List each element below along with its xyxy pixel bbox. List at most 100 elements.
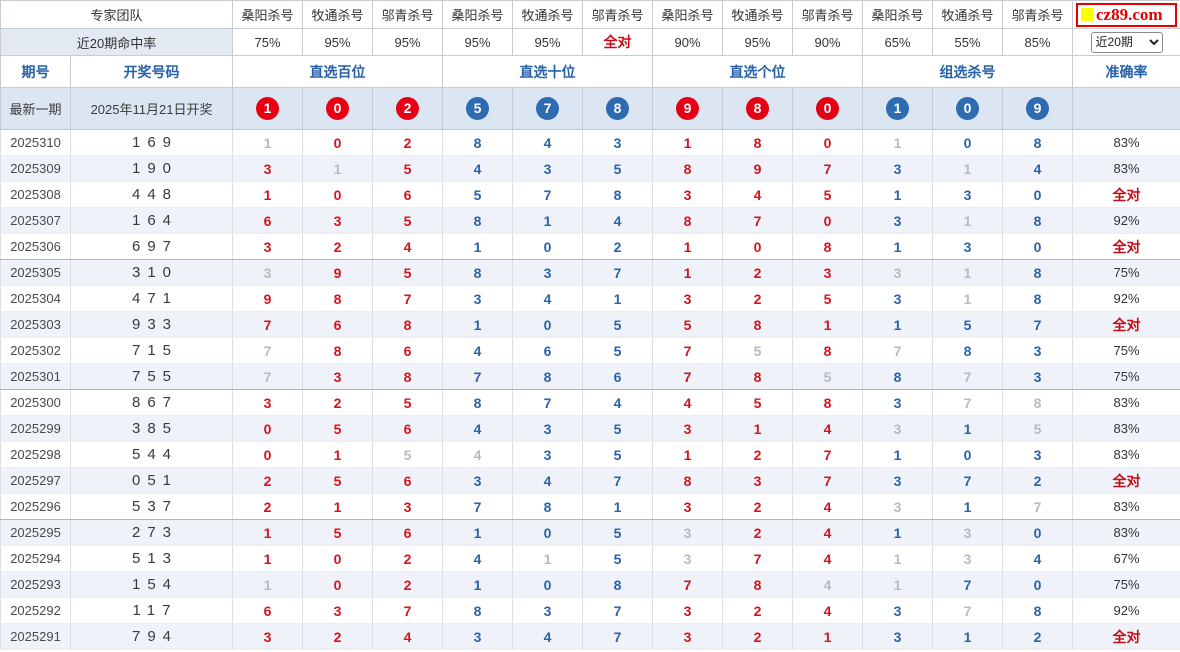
- kill-number: 5: [582, 155, 654, 182]
- kill-number: 6: [302, 311, 374, 338]
- range-select[interactable]: 近20期: [1090, 31, 1163, 53]
- kill-number: 0: [1002, 181, 1074, 208]
- period-cell: 2025309: [0, 155, 71, 182]
- kill-number: 4: [512, 623, 584, 650]
- kill-number: 3: [792, 259, 864, 286]
- kill-number: 8: [652, 207, 724, 234]
- latest-ball: 0: [816, 97, 840, 120]
- kill-number: 1: [862, 545, 934, 572]
- kill-number: 4: [442, 415, 514, 442]
- kill-number: 3: [862, 285, 934, 312]
- kill-number: 8: [442, 129, 514, 156]
- period-cell: 2025310: [0, 129, 71, 156]
- kill-number: 8: [302, 337, 374, 364]
- kill-number: 5: [442, 181, 514, 208]
- expert-column-header: 牧通杀号: [302, 0, 374, 29]
- kill-number: 5: [932, 311, 1004, 338]
- kill-number: 3: [442, 285, 514, 312]
- kill-number: 0: [792, 207, 864, 234]
- kill-number: 5: [582, 337, 654, 364]
- period-cell: 2025308: [0, 181, 71, 208]
- accuracy-cell: 全对: [1072, 311, 1180, 338]
- accuracy-cell: 92%: [1072, 285, 1180, 312]
- kill-number: 1: [302, 493, 374, 520]
- period-cell: 2025307: [0, 207, 71, 234]
- latest-ball: 0: [956, 97, 980, 120]
- kill-number: 3: [652, 181, 724, 208]
- kill-number: 1: [652, 441, 724, 468]
- kill-number: 2: [302, 389, 374, 416]
- draw-numbers: 933: [69, 311, 234, 338]
- kill-number: 8: [722, 129, 794, 156]
- kill-number: 8: [652, 155, 724, 182]
- kill-number: 3: [932, 545, 1004, 572]
- latest-ball-cell: 2: [372, 87, 444, 130]
- kill-number: 5: [582, 545, 654, 572]
- kill-number: 1: [862, 311, 934, 338]
- kill-number: 6: [372, 467, 444, 494]
- group-header-tens: 直选十位: [442, 55, 654, 88]
- site-logo[interactable]: cz89.com: [1072, 0, 1180, 29]
- kill-number: 2: [302, 233, 374, 260]
- kill-number: 8: [932, 337, 1004, 364]
- kill-number: 3: [862, 207, 934, 234]
- kill-number: 5: [652, 311, 724, 338]
- period-cell: 2025296: [0, 493, 71, 520]
- latest-ball: 5: [466, 97, 490, 120]
- table-row: 2025295 273 1 5 6 1 0 5 3 2 4 1 3 0 83%: [0, 519, 1180, 546]
- latest-ball: 9: [1026, 97, 1050, 120]
- accuracy-cell: 83%: [1072, 519, 1180, 546]
- table-row: 2025304 471 9 8 7 3 4 1 3 2 5 3 1 8 92%: [0, 285, 1180, 312]
- draw-numbers: 051: [69, 467, 234, 494]
- kill-number: 2: [722, 597, 794, 624]
- kill-number: 7: [932, 597, 1004, 624]
- expert-column-header: 邬青杀号: [792, 0, 864, 29]
- expert-column-header: 牧通杀号: [932, 0, 1004, 29]
- latest-ball: 7: [536, 97, 560, 120]
- kill-number: 4: [442, 441, 514, 468]
- kill-number: 7: [582, 597, 654, 624]
- kill-number: 7: [792, 155, 864, 182]
- latest-draw-date: 2025年11月21日开奖: [69, 87, 234, 130]
- draw-numbers: 117: [69, 597, 234, 624]
- kill-number: 2: [722, 441, 794, 468]
- kill-number: 7: [652, 363, 724, 390]
- kill-number: 7: [512, 181, 584, 208]
- kill-number: 3: [302, 363, 374, 390]
- kill-number: 7: [932, 389, 1004, 416]
- kill-number: 3: [1002, 363, 1074, 390]
- latest-ball-cell: 8: [722, 87, 794, 130]
- kill-number: 3: [232, 389, 304, 416]
- latest-ball: 1: [256, 97, 280, 120]
- kill-number: 2: [582, 233, 654, 260]
- period-cell: 2025305: [0, 259, 71, 286]
- draw-numbers: 169: [69, 129, 234, 156]
- kill-number: 5: [1002, 415, 1074, 442]
- table-row: 2025297 051 2 5 6 3 4 7 8 3 7 3 7 2 全对: [0, 467, 1180, 494]
- kill-number: 1: [232, 545, 304, 572]
- kill-number: 8: [1002, 597, 1074, 624]
- expert-header-row: 专家团队 桑阳杀号 牧通杀号 邬青杀号 桑阳杀号 牧通杀号 邬青杀号 桑阳杀号 …: [0, 0, 1180, 29]
- kill-number: 1: [582, 285, 654, 312]
- kill-number: 2: [722, 259, 794, 286]
- kill-number: 3: [862, 467, 934, 494]
- expert-column-header: 桑阳杀号: [652, 0, 724, 29]
- kill-number: 4: [442, 545, 514, 572]
- kill-number: 7: [792, 441, 864, 468]
- kill-number: 5: [792, 285, 864, 312]
- kill-number: 2: [1002, 467, 1074, 494]
- kill-number: 3: [862, 597, 934, 624]
- kill-number: 6: [372, 337, 444, 364]
- kill-number: 7: [932, 571, 1004, 598]
- kill-number: 3: [582, 129, 654, 156]
- draw-numbers: 154: [69, 571, 234, 598]
- table-row: 2025309 190 3 1 5 4 3 5 8 9 7 3 1 4 83%: [0, 155, 1180, 182]
- kill-number: 1: [932, 207, 1004, 234]
- kill-number: 4: [512, 129, 584, 156]
- kill-number: 1: [862, 129, 934, 156]
- hit-rate-value: 65%: [862, 28, 934, 56]
- kill-number: 8: [442, 389, 514, 416]
- draw-numbers: 513: [69, 545, 234, 572]
- kill-number: 4: [792, 597, 864, 624]
